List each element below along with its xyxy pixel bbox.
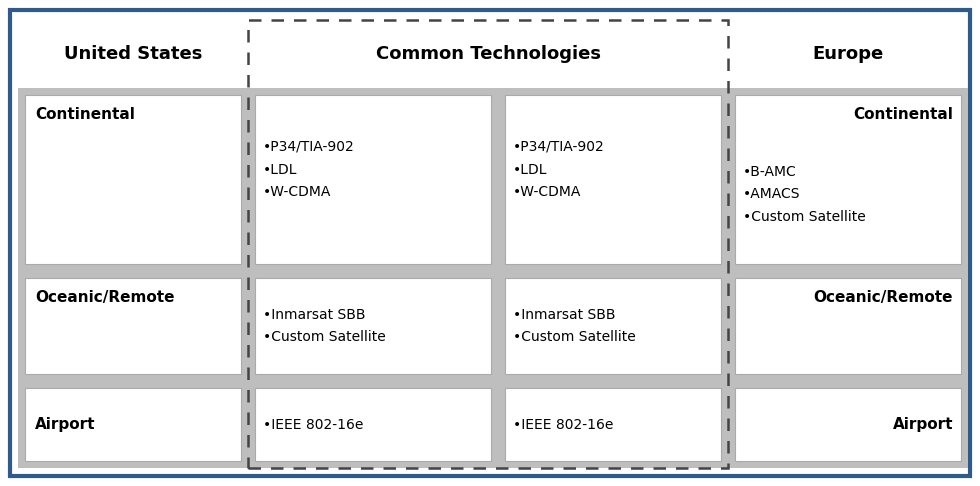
Bar xyxy=(505,95,721,264)
Bar xyxy=(255,388,491,461)
Text: Oceanic/Remote: Oceanic/Remote xyxy=(35,290,174,305)
Bar xyxy=(248,20,728,468)
Text: Airport: Airport xyxy=(893,417,953,432)
Text: •P34/TIA-902
•LDL
•W-CDMA: •P34/TIA-902 •LDL •W-CDMA xyxy=(263,139,355,199)
Text: Continental: Continental xyxy=(854,107,953,122)
Text: Airport: Airport xyxy=(35,417,95,432)
Text: Oceanic/Remote: Oceanic/Remote xyxy=(813,290,953,305)
Bar xyxy=(255,95,491,264)
Bar xyxy=(25,95,241,264)
Text: Europe: Europe xyxy=(812,45,884,63)
Text: •B-AMC
•AMACS
•Custom Satellite: •B-AMC •AMACS •Custom Satellite xyxy=(743,165,865,225)
Bar xyxy=(735,388,961,461)
Bar xyxy=(18,88,968,468)
Bar xyxy=(25,278,241,374)
Text: United States: United States xyxy=(64,45,202,63)
Text: •P34/TIA-902
•LDL
•W-CDMA: •P34/TIA-902 •LDL •W-CDMA xyxy=(513,139,605,199)
Text: Continental: Continental xyxy=(35,107,135,122)
Text: Common Technologies: Common Technologies xyxy=(375,45,601,63)
Bar xyxy=(505,388,721,461)
Bar xyxy=(255,278,491,374)
Text: •Inmarsat SBB
•Custom Satellite: •Inmarsat SBB •Custom Satellite xyxy=(263,308,386,345)
Bar xyxy=(505,278,721,374)
Text: •Inmarsat SBB
•Custom Satellite: •Inmarsat SBB •Custom Satellite xyxy=(513,308,636,345)
Text: •IEEE 802-16e: •IEEE 802-16e xyxy=(263,417,364,432)
Bar xyxy=(735,95,961,264)
Text: •IEEE 802-16e: •IEEE 802-16e xyxy=(513,417,613,432)
Bar xyxy=(735,278,961,374)
Bar xyxy=(25,388,241,461)
